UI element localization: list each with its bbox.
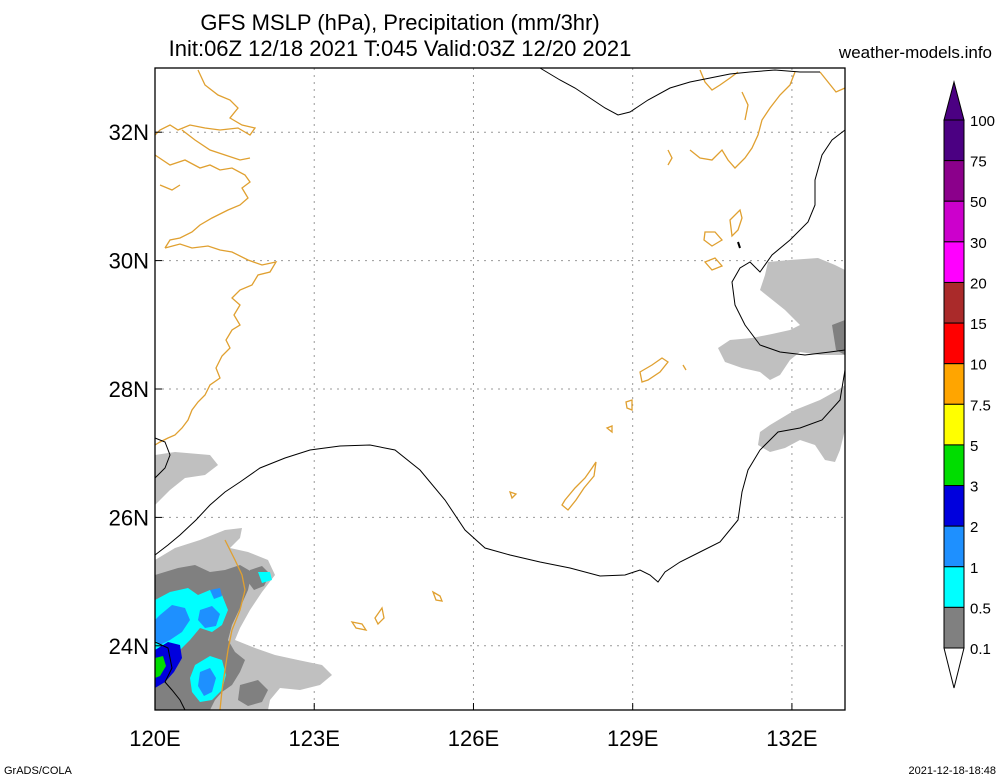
colorbar-label: 0.5 bbox=[970, 600, 991, 617]
colorbar-swatch bbox=[943, 606, 965, 649]
precip-area bbox=[155, 642, 182, 688]
colorbar-swatch bbox=[943, 525, 965, 568]
precip-area bbox=[758, 385, 845, 462]
colorbar-label: 15 bbox=[970, 316, 987, 333]
colorbar-swatch bbox=[943, 119, 965, 162]
chart-subtitle: Init:06Z 12/18 2021 T:045 Valid:03Z 12/2… bbox=[168, 36, 632, 61]
precip-area bbox=[238, 680, 268, 706]
coastline bbox=[374, 606, 385, 626]
precip-area bbox=[155, 656, 166, 678]
coastline bbox=[667, 149, 673, 166]
precip-area bbox=[155, 452, 218, 505]
precip-shading bbox=[155, 258, 845, 710]
lat-label: 26N bbox=[109, 505, 149, 530]
chart-title: GFS MSLP (hPa), Precipitation (mm/3hr) bbox=[200, 10, 600, 35]
gridlines bbox=[155, 68, 845, 710]
precip-area bbox=[198, 606, 220, 628]
coastline bbox=[561, 461, 597, 511]
colorbar: 100 75 50 30 20 15 10 7.5 5 3 2 1 0.5 0.1 bbox=[943, 80, 995, 689]
lon-label: 132E bbox=[766, 726, 817, 751]
colorbar-label: 3 bbox=[970, 479, 978, 496]
lat-label: 32N bbox=[109, 120, 149, 145]
colorbar-label: 10 bbox=[970, 357, 987, 374]
isobars bbox=[154, 67, 846, 711]
lon-label: 120E bbox=[129, 726, 180, 751]
colorbar-swatch bbox=[943, 281, 965, 324]
coastline bbox=[639, 357, 669, 383]
lon-label: 129E bbox=[607, 726, 658, 751]
coastline bbox=[154, 154, 251, 249]
colorbar-label: 1 bbox=[970, 560, 978, 577]
coastline bbox=[431, 590, 444, 602]
coastline bbox=[154, 69, 257, 136]
coastline bbox=[819, 71, 846, 93]
coastline bbox=[682, 364, 687, 371]
isobar bbox=[731, 129, 846, 356]
precip-area bbox=[832, 320, 845, 355]
colorbar-swatch bbox=[943, 241, 965, 283]
colorbar-label: 7.5 bbox=[970, 397, 991, 414]
coastline bbox=[625, 399, 633, 411]
coastline bbox=[159, 184, 181, 191]
colorbar-label: 50 bbox=[970, 194, 987, 211]
coastline bbox=[508, 490, 518, 500]
precip-area bbox=[808, 278, 835, 298]
site-credit: weather-models.info bbox=[838, 43, 992, 62]
coastline bbox=[729, 208, 743, 238]
footer-software: GrADS/COLA bbox=[4, 765, 72, 777]
precip-area bbox=[210, 588, 222, 599]
colorbar-label: 2 bbox=[970, 519, 978, 536]
coastline bbox=[741, 91, 749, 121]
lat-label: 28N bbox=[109, 377, 149, 402]
colorbar-swatch bbox=[943, 363, 965, 405]
colorbar-label: 75 bbox=[970, 154, 987, 171]
colorbar-label: 0.1 bbox=[970, 641, 991, 658]
colorbar-label: 30 bbox=[970, 235, 987, 252]
precip-area bbox=[198, 668, 216, 696]
isobar bbox=[539, 67, 820, 116]
lon-label: 123E bbox=[289, 726, 340, 751]
precip-shading-2 bbox=[155, 588, 222, 696]
coastline bbox=[350, 621, 368, 631]
footer-timestamp: 2021-12-18-18:48 bbox=[908, 765, 996, 777]
colorbar-swatch bbox=[943, 485, 965, 527]
colorbar-swatch bbox=[943, 160, 965, 202]
isobar bbox=[154, 437, 171, 479]
isobar bbox=[154, 369, 846, 583]
colorbar-swatch bbox=[943, 403, 965, 446]
coastlines bbox=[154, 69, 846, 711]
coastline bbox=[699, 69, 739, 91]
coastline bbox=[703, 257, 724, 271]
coastline bbox=[154, 243, 278, 446]
colorbar-swatch bbox=[943, 200, 965, 243]
coastline bbox=[181, 129, 251, 161]
precip-shading-3 bbox=[155, 642, 182, 688]
colorbar-swatch bbox=[943, 322, 965, 365]
isobar bbox=[737, 241, 741, 249]
isobar bbox=[154, 641, 186, 711]
colorbar-swatch bbox=[943, 444, 965, 487]
coastline bbox=[605, 425, 613, 434]
colorbar-swatch bbox=[943, 566, 965, 608]
coastline bbox=[689, 71, 796, 169]
precip-shading-5 bbox=[155, 656, 166, 678]
colorbar-cap-top bbox=[943, 80, 965, 121]
colorbar-label: 5 bbox=[970, 438, 978, 455]
lat-label: 30N bbox=[109, 249, 149, 274]
coastline bbox=[703, 231, 724, 247]
precip-area bbox=[155, 605, 190, 645]
axis-labels: 120E 123E 126E 129E 132E 32N 30N 28N 26N 24N bbox=[109, 120, 818, 751]
lat-label: 24N bbox=[109, 634, 149, 659]
colorbar-label: 100 bbox=[970, 113, 995, 130]
colorbar-cap-bottom bbox=[943, 647, 965, 689]
lon-label: 126E bbox=[448, 726, 499, 751]
precip-area bbox=[258, 572, 272, 583]
precip-area bbox=[718, 258, 845, 380]
coastline bbox=[219, 539, 246, 711]
colorbar-label: 20 bbox=[970, 275, 987, 292]
